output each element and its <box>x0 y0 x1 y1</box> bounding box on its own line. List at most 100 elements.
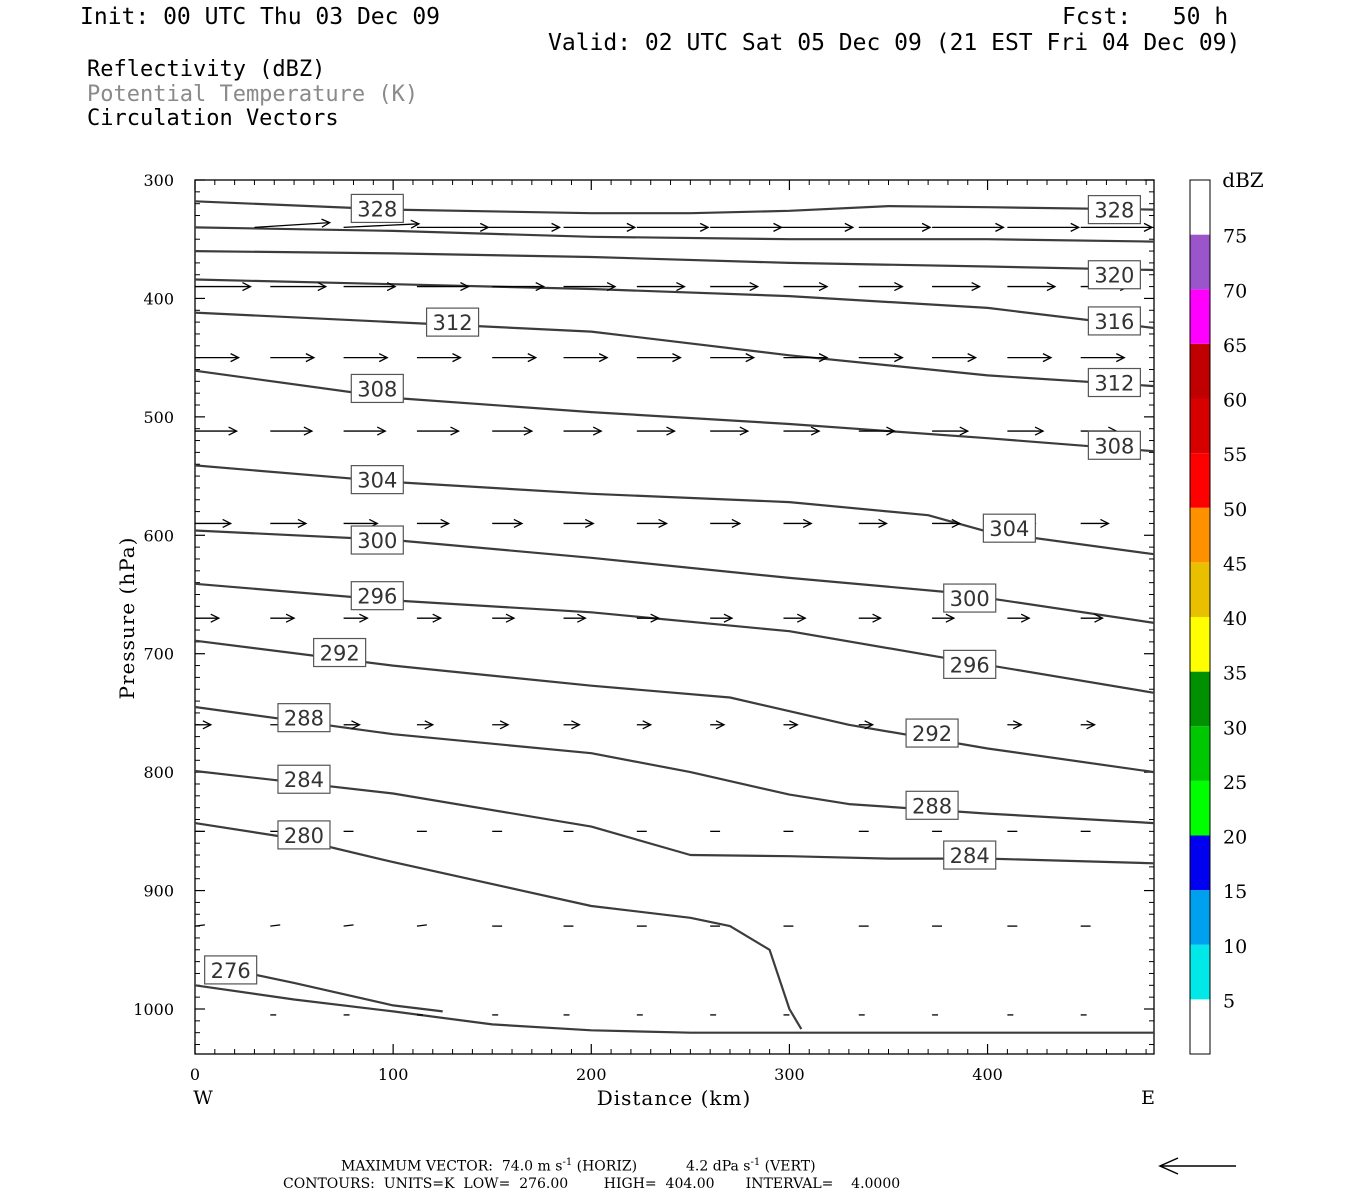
svg-text:316: 316 <box>1094 310 1134 334</box>
circulation-vector <box>416 426 460 436</box>
circulation-vector <box>1080 222 1154 232</box>
circulation-vector <box>858 720 875 730</box>
circulation-vector <box>858 426 896 436</box>
circulation-vector <box>1080 353 1126 363</box>
horiz-exponent: -1 <box>562 1157 573 1168</box>
contour-info: CONTOURS: UNITS=K LOW= 276.00 HIGH= 404.… <box>283 1176 901 1192</box>
svg-text:328: 328 <box>1094 199 1134 223</box>
svg-text:308: 308 <box>357 377 397 401</box>
circulation-vector <box>492 282 546 292</box>
circulation-vector <box>1007 613 1031 623</box>
svg-text:300: 300 <box>950 587 990 611</box>
svg-text:296: 296 <box>950 653 990 677</box>
colorbar-swatch-75 <box>1190 180 1210 235</box>
colorbar-swatch-15 <box>1190 835 1210 891</box>
x-tick-label: 0 <box>190 1065 200 1084</box>
colorbar-level-label: 65 <box>1223 335 1247 357</box>
circulation-vector <box>932 613 956 623</box>
x-tick-label: 100 <box>378 1065 409 1084</box>
circulation-vector <box>636 426 676 436</box>
colorbar-outline <box>1189 179 1211 1055</box>
y-axis-label: Pressure (hPa) <box>115 537 139 700</box>
x-right-end-label: E <box>1141 1087 1155 1109</box>
circulation-vector <box>195 518 233 529</box>
theta-contour-328 <box>194 200 1155 215</box>
valid-time: Valid: 02 UTC Sat 05 Dec 09 (21 EST Fri … <box>548 30 1241 56</box>
svg-text:284: 284 <box>950 844 990 868</box>
contour-label-320: 320 <box>1087 260 1141 290</box>
circulation-vector <box>783 720 799 730</box>
circulation-vector <box>492 720 510 730</box>
colorbar-level-label: 45 <box>1223 553 1247 575</box>
colorbar-swatch-10 <box>1190 890 1210 945</box>
colorbar-level-label: 40 <box>1223 608 1247 630</box>
circulation-vector <box>343 282 397 292</box>
circulation-vector <box>781 222 855 232</box>
colorbar-swatch-55 <box>1190 398 1210 454</box>
circulation-vector <box>270 426 314 436</box>
circulation-vector <box>343 613 369 623</box>
circulation-vector <box>1007 282 1057 292</box>
colorbar-level-label: 50 <box>1223 499 1247 521</box>
circulation-vector <box>710 353 756 363</box>
circulation-vector <box>710 426 750 436</box>
svg-text:292: 292 <box>320 642 360 666</box>
circulation-vector <box>636 282 686 292</box>
circulation-vector <box>783 353 829 363</box>
circulation-vector <box>194 924 205 927</box>
plot-area: 300 400 500 600 700 800 900 1000 0 100 200 300 400 32… <box>133 171 1155 1084</box>
circulation-vector <box>636 720 653 730</box>
contour-label-284: 284 <box>277 764 331 794</box>
reference-vector-icon <box>1158 1157 1236 1175</box>
y-tick-label: 800 <box>143 763 174 782</box>
circulation-vector <box>416 613 443 623</box>
colorbar-level-label: 35 <box>1223 663 1247 685</box>
theta-contour-292 <box>194 639 1155 774</box>
contour-label-292: 292 <box>905 718 959 748</box>
svg-text:328: 328 <box>357 197 397 221</box>
circulation-vector <box>270 282 328 292</box>
theta-contour-288 <box>194 705 1155 825</box>
circulation-vector <box>270 924 281 927</box>
x-left-end-label: W <box>193 1087 213 1109</box>
circulation-vector <box>492 426 534 436</box>
contour-label-304: 304 <box>350 465 404 495</box>
svg-text:288: 288 <box>912 794 952 818</box>
circulation-vector <box>195 282 252 292</box>
circulation-vector <box>563 426 603 436</box>
colorbar-title: dBZ <box>1222 168 1264 192</box>
y-tick-label: 500 <box>143 408 174 427</box>
circulation-vector <box>195 426 239 436</box>
contour-label-316: 316 <box>1087 306 1141 336</box>
circulation-vector <box>563 613 587 623</box>
contour-label-300: 300 <box>943 583 997 613</box>
contour-label-280: 280 <box>277 820 331 850</box>
circulation-vector <box>492 353 538 363</box>
circulation-vector <box>416 282 470 292</box>
svg-text:304: 304 <box>989 517 1029 541</box>
contour-label-292: 292 <box>313 637 367 668</box>
y-tick-label: 700 <box>143 645 174 664</box>
y-tick-label: 400 <box>143 289 174 308</box>
circulation-vector <box>858 518 888 529</box>
svg-text:288: 288 <box>284 707 324 731</box>
circulation-vector <box>195 613 221 623</box>
svg-text:308: 308 <box>1094 434 1134 458</box>
circulation-vector <box>1007 222 1081 232</box>
colorbar-swatch-5 <box>1190 944 1210 1000</box>
circulation-vector <box>343 720 361 730</box>
circulation-vector <box>270 613 296 623</box>
circulation-vector <box>636 518 669 529</box>
svg-text:292: 292 <box>912 722 952 746</box>
circulation-vector <box>492 613 516 623</box>
y-tick-label: 1000 <box>133 1000 174 1019</box>
field-reflectivity-title: Reflectivity (dBZ) <box>87 57 326 82</box>
circulation-vector <box>563 282 617 292</box>
circulation-vector <box>488 222 562 232</box>
theta-contour-320 <box>194 250 1155 272</box>
contour-label-288: 288 <box>277 703 331 733</box>
circulation-vector <box>636 613 661 623</box>
circulation-vector <box>1007 720 1023 730</box>
y-tick-label: 900 <box>143 882 174 901</box>
